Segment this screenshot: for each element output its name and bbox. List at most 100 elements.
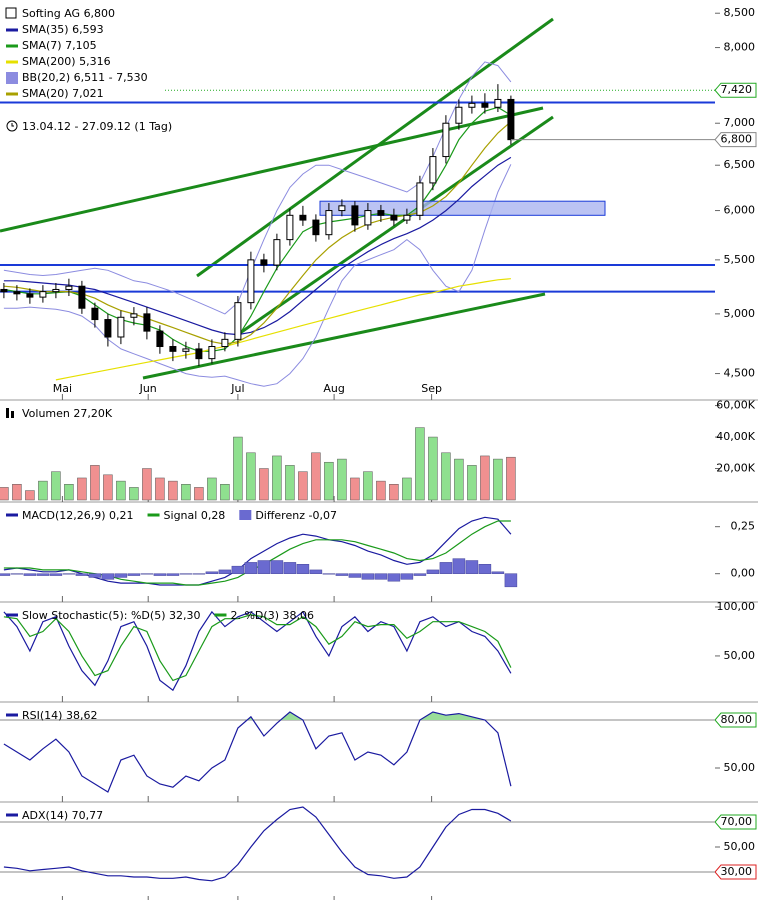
trendline bbox=[0, 106, 544, 233]
y-tick-label: 5,000 bbox=[724, 307, 756, 320]
sma-line bbox=[3, 106, 512, 352]
candle-body bbox=[234, 302, 242, 340]
histogram-bar bbox=[296, 564, 310, 574]
histogram-bar bbox=[49, 573, 63, 576]
histogram-bar bbox=[127, 573, 141, 576]
y-tick-label: 40,00K bbox=[716, 430, 755, 443]
volume-bar bbox=[38, 480, 48, 501]
legend-label: SMA(7) 7,105 bbox=[22, 39, 97, 52]
y-tick-label: 0,00 bbox=[731, 567, 756, 580]
histogram-bar bbox=[413, 573, 427, 576]
candle-body bbox=[208, 346, 216, 360]
legend-label: BB(20,2) 6,511 - 7,530 bbox=[22, 71, 148, 84]
candle-body bbox=[182, 348, 190, 352]
volume-bar bbox=[129, 487, 139, 501]
histogram-bar bbox=[75, 573, 89, 576]
candle-body bbox=[455, 106, 463, 124]
volume-bar bbox=[441, 452, 451, 501]
y-tick-label-box bbox=[714, 814, 757, 830]
y-tick-label: 20,00K bbox=[716, 462, 755, 475]
candle-body bbox=[26, 293, 34, 298]
candle-body bbox=[507, 98, 515, 141]
candle-body bbox=[403, 214, 411, 221]
legend-label: SMA(35) 6,593 bbox=[22, 23, 104, 36]
candle-body bbox=[221, 338, 229, 348]
volume-bar bbox=[298, 471, 308, 501]
histogram-bar bbox=[23, 573, 37, 576]
y-tick-label: 50,00 bbox=[724, 761, 756, 774]
histogram-bar bbox=[270, 560, 284, 574]
trendline bbox=[196, 17, 554, 278]
volume-bar bbox=[272, 455, 282, 501]
indicator-line bbox=[3, 516, 512, 586]
volume-bar bbox=[168, 480, 178, 501]
date-range: 13.04.12 - 27.09.12 (1 Tag) bbox=[22, 120, 172, 133]
candle-body bbox=[377, 210, 385, 216]
sma-line bbox=[3, 156, 512, 336]
legend-icon bbox=[5, 7, 17, 19]
volume-bar bbox=[194, 487, 204, 501]
sma-line bbox=[3, 121, 512, 345]
volume-bar bbox=[51, 471, 61, 501]
indicator-line bbox=[3, 614, 512, 682]
histogram-bar bbox=[335, 573, 349, 576]
volume-bar bbox=[467, 465, 477, 501]
candle-body bbox=[52, 288, 60, 293]
legend-label: Differenz -0,07 bbox=[255, 509, 337, 522]
histogram-bar bbox=[0, 573, 11, 576]
price-label-box bbox=[714, 132, 757, 148]
candle-body bbox=[65, 285, 73, 290]
histogram-bar bbox=[114, 573, 128, 578]
price-label-box bbox=[714, 82, 757, 98]
legend-label: RSI(14) 38,62 bbox=[22, 709, 97, 722]
legend-label: 2. %D(3) 38,06 bbox=[230, 609, 313, 622]
x-tick-label: Aug bbox=[323, 382, 344, 395]
y-tick-label: 100,00 bbox=[717, 600, 756, 613]
y-tick-label: 60,00K bbox=[716, 399, 755, 412]
volume-bar bbox=[155, 477, 165, 501]
y-tick-label: 50,00 bbox=[724, 649, 756, 662]
volume-bar bbox=[142, 468, 152, 501]
y-tick-label-box bbox=[714, 712, 757, 728]
y-tick-label: 80,00 bbox=[721, 713, 753, 726]
candle-body bbox=[247, 259, 255, 304]
price-label: 7,420 bbox=[721, 83, 753, 96]
x-tick-label: Sep bbox=[421, 382, 442, 395]
candle-body bbox=[78, 285, 86, 309]
legend-label: ADX(14) 70,77 bbox=[22, 809, 103, 822]
histogram-bar bbox=[88, 573, 102, 578]
volume-bar bbox=[389, 484, 399, 501]
histogram-bar bbox=[478, 564, 492, 574]
candle-body bbox=[39, 291, 47, 298]
histogram-bar bbox=[140, 573, 154, 575]
volume-bar bbox=[285, 465, 295, 501]
volume-bar bbox=[181, 484, 191, 501]
legend-label: Signal 0,28 bbox=[164, 509, 226, 522]
histogram-bar bbox=[452, 558, 466, 574]
volume-bar bbox=[12, 484, 22, 501]
candle-body bbox=[0, 288, 8, 293]
volume-bar bbox=[376, 480, 386, 501]
histogram-bar bbox=[374, 573, 388, 580]
legend-swatch bbox=[6, 72, 18, 84]
clock-hands bbox=[11, 123, 14, 127]
histogram-bar bbox=[62, 573, 76, 575]
candle-body bbox=[494, 98, 502, 108]
candle-body bbox=[351, 205, 359, 226]
candle-body bbox=[312, 219, 320, 236]
volume-bar bbox=[311, 452, 321, 501]
histogram-bar bbox=[10, 573, 24, 575]
candle-body bbox=[117, 316, 125, 338]
histogram-bar bbox=[309, 569, 323, 574]
legend-swatch bbox=[11, 411, 14, 418]
volume-bar bbox=[428, 436, 438, 501]
legend-label: SMA(200) 5,316 bbox=[22, 55, 111, 68]
y-tick-label: 4,500 bbox=[724, 367, 756, 380]
y-tick-label: 50,00 bbox=[724, 840, 756, 853]
candle-body bbox=[13, 291, 21, 295]
histogram-bar bbox=[257, 560, 271, 574]
y-tick-label: 7,000 bbox=[724, 116, 756, 129]
volume-bar bbox=[25, 490, 35, 501]
histogram-bar bbox=[491, 571, 505, 574]
candle-body bbox=[442, 122, 450, 158]
